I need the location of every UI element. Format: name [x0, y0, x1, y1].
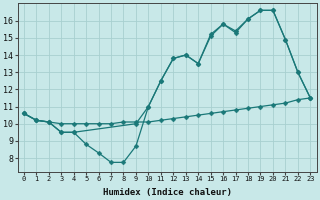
- X-axis label: Humidex (Indice chaleur): Humidex (Indice chaleur): [103, 188, 232, 197]
